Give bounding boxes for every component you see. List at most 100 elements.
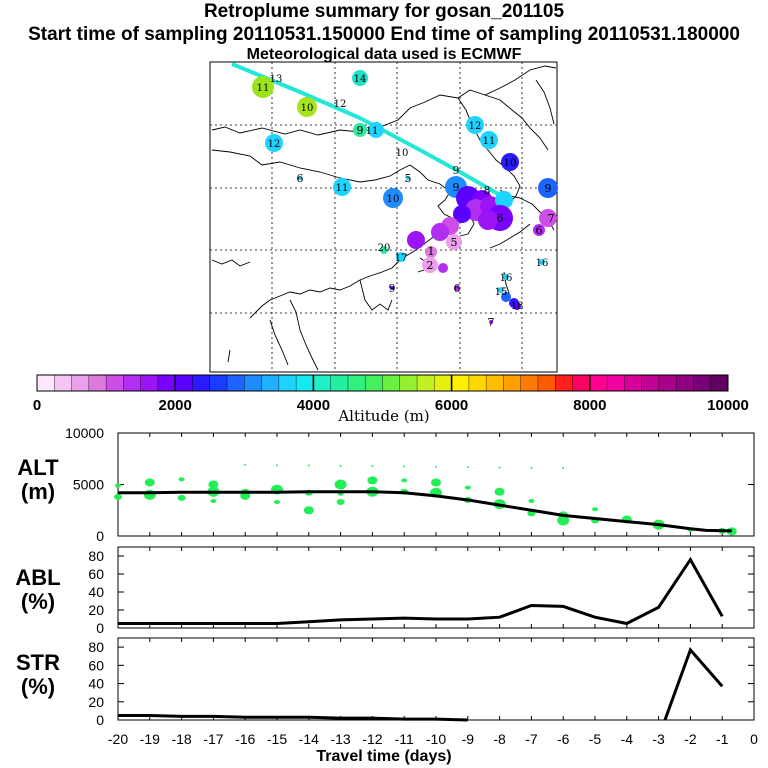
trajectory-day-label: 17 xyxy=(395,253,408,264)
colorbar-cell xyxy=(209,375,228,391)
colorbar-tick-label: 8000 xyxy=(573,397,606,414)
colorbar-cell xyxy=(486,375,504,391)
trajectory-day-label: 12 xyxy=(334,99,347,110)
alt-particle-point xyxy=(114,493,122,500)
trajectory-day-label: 16 xyxy=(500,273,513,284)
colorbar-cell xyxy=(278,375,297,391)
trajectory-cluster-marker xyxy=(446,234,462,250)
alt-ylabel: ALT (m) xyxy=(17,455,59,504)
trajectory-day-label: 10 xyxy=(387,194,400,205)
chart-title: Retroplume summary for gosan_201105 xyxy=(203,1,565,22)
alt-particle-point xyxy=(307,464,310,467)
trajectory-day-label: 1 xyxy=(428,245,435,258)
trajectory-day-label: 7 xyxy=(488,316,495,329)
alt-particle-point xyxy=(498,466,501,469)
trajectory-cluster-marker xyxy=(298,176,302,180)
trajectory-cluster-marker xyxy=(297,97,317,117)
colorbar-cell xyxy=(71,375,90,391)
alt-particle-point xyxy=(562,467,565,470)
colorbar-cell xyxy=(382,375,401,391)
trajectory-cluster-marker xyxy=(538,178,558,198)
y-tick-label: 80 xyxy=(88,548,104,564)
sampling-time-text: Start time of sampling 20110531.150000 E… xyxy=(28,24,740,45)
trajectory-cluster-marker xyxy=(422,257,438,273)
trajectory-cluster-marker xyxy=(498,287,504,293)
colorbar-cell xyxy=(227,375,245,391)
y-tick-label: 40 xyxy=(88,584,104,600)
colorbar-cell xyxy=(88,375,107,391)
trajectory-day-label: 10 xyxy=(301,103,314,114)
alt-particle-point xyxy=(371,465,374,468)
alt-particle-point xyxy=(240,491,251,500)
trajectory-day-label: 6 xyxy=(536,224,543,237)
trajectory-day-label: 9 xyxy=(357,124,364,137)
alt-particle-point xyxy=(274,500,280,505)
colorbar-tick-label: 4000 xyxy=(297,397,330,414)
colorbar-cell xyxy=(451,375,470,391)
abl-ylabel: ABL (%) xyxy=(15,565,61,614)
colorbar-tick-label: 2000 xyxy=(159,397,192,414)
trajectory-day-label: 12 xyxy=(469,121,482,132)
colorbar-cell xyxy=(296,375,314,391)
colorbar-cell xyxy=(641,375,660,391)
colorbar-cell xyxy=(589,375,608,391)
colorbar-cell xyxy=(537,375,556,391)
str-series-line xyxy=(663,646,724,721)
colorbar-cell xyxy=(399,375,418,391)
y-tick-label: 80 xyxy=(88,639,104,655)
colorbar-cell xyxy=(106,375,124,391)
alt-particle-point xyxy=(592,507,598,512)
trajectory-cluster-marker xyxy=(380,246,388,254)
colorbar-cell xyxy=(434,375,453,391)
trajectory-day-label: 5 xyxy=(405,172,412,185)
trajectory-centerline xyxy=(231,62,501,197)
colorbar-cell xyxy=(693,375,712,391)
colorbar-tick-label: 10000 xyxy=(707,397,749,414)
trajectory-cluster-marker xyxy=(383,188,403,208)
colorbar-cell xyxy=(157,375,176,391)
x-tick-label: -9 xyxy=(462,731,475,747)
colorbar-cell xyxy=(676,375,694,391)
colorbar-cell xyxy=(54,375,73,391)
colorbar-cell xyxy=(624,375,643,391)
trajectory-cluster-marker xyxy=(495,191,513,209)
trajectory-cluster-marker xyxy=(489,320,493,324)
alt-particle-point xyxy=(178,477,185,482)
alt-particle-point xyxy=(557,515,570,526)
x-tick-label: -16 xyxy=(235,731,255,747)
y-tick-label: 5000 xyxy=(73,477,104,493)
colorbar-cell xyxy=(261,375,280,391)
trajectory-cluster-marker xyxy=(453,205,471,223)
trajectory-cluster-marker xyxy=(431,223,449,241)
alt-particle-point xyxy=(431,478,441,487)
alt-particle-point xyxy=(528,498,535,503)
abl-panel: 0 20 40 60 80 xyxy=(88,546,755,636)
colorbar-cell xyxy=(658,375,677,391)
x-tick-label: -1 xyxy=(716,731,729,747)
trajectory-day-label: 9 xyxy=(545,182,552,195)
x-tick-label: -15 xyxy=(267,731,287,747)
alt-particle-point xyxy=(208,480,219,489)
colorbar-cell xyxy=(175,375,193,391)
colorbar-cell xyxy=(330,375,349,391)
y-tick-label: 0 xyxy=(96,712,104,728)
trajectory-plume xyxy=(231,62,558,324)
alt-particle-point xyxy=(401,478,408,483)
alt-particle-point xyxy=(435,465,437,468)
str-panel: 0 20 40 60 80 xyxy=(88,637,755,728)
alt-particle-point xyxy=(177,494,186,501)
trajectory-cluster-marker xyxy=(265,134,283,152)
x-tick-label: -19 xyxy=(140,731,160,747)
colorbar-cell xyxy=(710,375,729,391)
x-tick-label: -8 xyxy=(493,731,506,747)
trajectory-day-label: 6 xyxy=(497,212,504,225)
trajectory-cluster-marker xyxy=(539,209,557,227)
x-tick-label: -4 xyxy=(621,731,634,747)
x-tick-label: -18 xyxy=(171,731,191,747)
alt-particle-point xyxy=(276,464,278,467)
y-tick-label: 60 xyxy=(88,657,104,673)
trajectory-day-label: 6 xyxy=(454,282,461,295)
x-tick-label: -3 xyxy=(652,731,665,747)
